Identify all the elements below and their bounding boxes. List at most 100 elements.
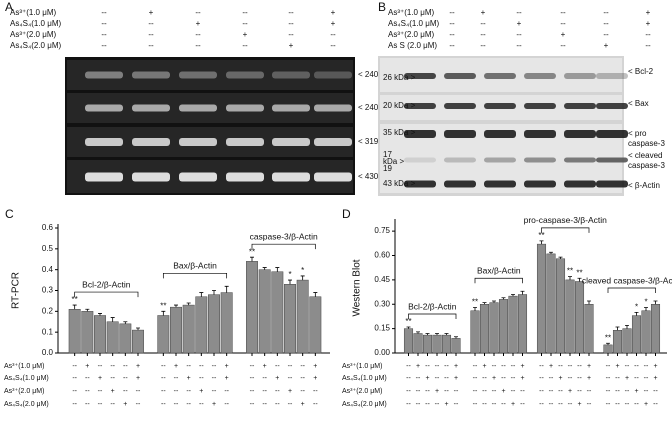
error-bar (300, 275, 305, 281)
condition-mark: -- (449, 19, 455, 28)
gel-left-label: Bcl-2 > (37, 70, 62, 79)
condition-mark: -- (444, 388, 449, 395)
group-label: pro-caspase-3/β-Actin (524, 215, 608, 225)
condition-mark: -- (425, 401, 430, 408)
condition-mark: -- (300, 363, 305, 370)
condition-mark: -- (511, 363, 516, 370)
error-bar (634, 311, 639, 316)
condition-mark: -- (250, 388, 255, 395)
condition-mark: -- (250, 375, 255, 382)
gel-band (564, 157, 596, 163)
condition-mark: -- (480, 30, 486, 39)
condition-mark: + (561, 30, 566, 39)
condition-mark: -- (558, 388, 563, 395)
condition-mark: + (646, 8, 651, 17)
gel-band (484, 157, 516, 163)
condition-mark: -- (516, 8, 522, 17)
gel-left-label: 19 (383, 164, 392, 173)
condition-mark: -- (449, 41, 455, 50)
condition-mark: -- (98, 388, 103, 395)
condition-mark: -- (330, 41, 336, 50)
condition-mark: -- (416, 388, 421, 395)
bar (517, 294, 528, 354)
gel-band (85, 138, 123, 146)
condition-label: As³⁺(2.0 μM) (342, 388, 382, 395)
bar (546, 253, 556, 354)
condition-mark: + (425, 375, 429, 382)
condition-mark: -- (435, 363, 440, 370)
gel-band (179, 138, 217, 146)
condition-mark: -- (653, 388, 658, 395)
bar (422, 334, 433, 354)
condition-mark: -- (123, 375, 128, 382)
condition-mark: -- (606, 375, 611, 382)
condition-mark: + (492, 375, 496, 382)
significance: * (635, 302, 638, 311)
gel-band (179, 172, 217, 182)
condition-mark: + (313, 375, 317, 382)
condition-mark: -- (634, 363, 639, 370)
condition-label: As³⁺(2.0 μM) (10, 30, 57, 39)
error-bar (123, 321, 128, 324)
condition-mark: -- (250, 401, 255, 408)
bar (565, 279, 575, 354)
condition-mark: -- (110, 375, 115, 382)
error-bar (568, 276, 572, 280)
y-tick-label: 0.3 (42, 286, 54, 295)
condition-mark: -- (199, 375, 204, 382)
bar (508, 295, 518, 354)
condition-mark: -- (644, 375, 649, 382)
condition-mark: -- (625, 401, 630, 408)
gel-band (272, 172, 310, 182)
condition-label: As₄S₄(2.0 μM) (342, 401, 387, 408)
error-bar (644, 307, 648, 311)
condition-mark: -- (645, 41, 651, 50)
gel-band (132, 104, 170, 112)
condition-mark: + (212, 401, 216, 408)
bar (413, 333, 423, 354)
condition-mark: + (454, 375, 458, 382)
group-label: Bax/β-Actin (173, 261, 217, 271)
gel-left-label: 35 kDa > (383, 128, 416, 137)
condition-mark: + (587, 375, 591, 382)
bracket (74, 291, 139, 298)
y-tick-label: 0.45 (374, 275, 390, 284)
error-bar (444, 333, 449, 336)
condition-mark: -- (288, 30, 294, 39)
condition-mark: -- (406, 401, 411, 408)
significance: * (301, 266, 304, 275)
error-bar (250, 256, 254, 262)
condition-mark: -- (85, 401, 90, 408)
condition-mark: + (568, 388, 572, 395)
condition-mark: -- (425, 388, 430, 395)
gel-band (85, 172, 123, 182)
gel-band (404, 73, 436, 79)
condition-label: As³⁺(1.0 μM) (342, 363, 382, 370)
gel-band (444, 103, 476, 109)
gel-left-label: 43 kDa > (383, 179, 416, 188)
bar (622, 328, 632, 354)
bar (220, 292, 233, 354)
gel-band (524, 73, 556, 79)
condition-mark: + (444, 401, 448, 408)
condition-mark: -- (313, 388, 318, 395)
error-bar (501, 297, 506, 300)
y-axis-label: RT-PCR (11, 272, 22, 309)
condition-label: As₄S₄(2.0 μM) (10, 41, 61, 50)
error-bar (288, 279, 292, 285)
condition-label: As₄S₄(1.0 μM) (342, 375, 387, 382)
condition-mark: -- (492, 363, 497, 370)
condition-mark: -- (101, 8, 107, 17)
condition-mark: -- (224, 388, 229, 395)
condition-mark: + (454, 363, 458, 370)
bar (584, 304, 594, 354)
gel-band (444, 73, 476, 79)
condition-mark: -- (161, 401, 166, 408)
error-bar (606, 342, 610, 345)
condition-mark: -- (511, 388, 516, 395)
error-bar (275, 267, 280, 272)
condition-mark: + (520, 375, 524, 382)
gel-left-label: Bax > (41, 103, 62, 112)
gel-left-label: kDa > (383, 157, 404, 166)
gel-band (314, 138, 352, 146)
